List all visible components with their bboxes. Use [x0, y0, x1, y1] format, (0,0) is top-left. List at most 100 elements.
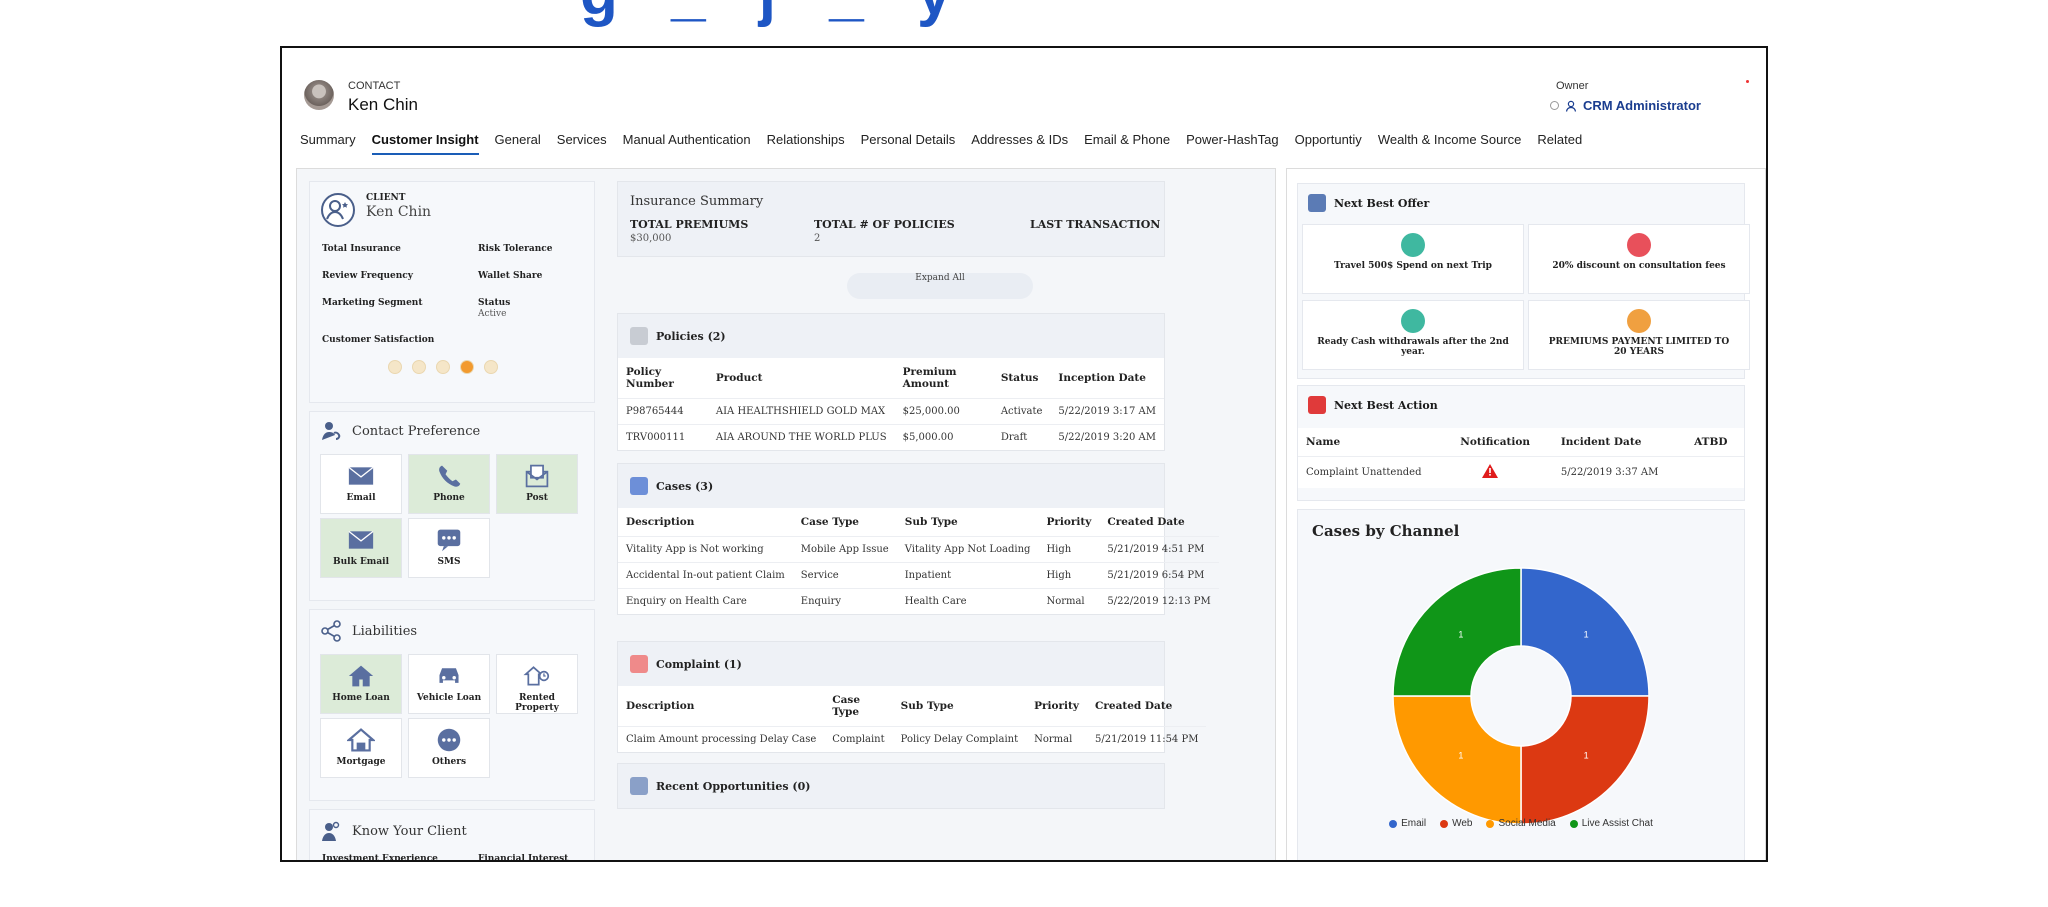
table-cell: Activate	[992, 398, 1051, 425]
complaint-header[interactable]: Complaint (1)	[618, 642, 1164, 686]
complaint-table: Description Case Type Sub Type Priority Crea…	[618, 686, 1207, 752]
offer-card[interactable]: PREMIUMS PAYMENT LIMITED TO 20 YEARS	[1528, 300, 1750, 370]
slice-email[interactable]	[1520, 567, 1650, 697]
table-row[interactable]: Claim Amount processing Delay Case Compla…	[618, 726, 1207, 752]
complaint-icon	[630, 655, 648, 673]
person-search-icon	[322, 821, 340, 841]
opportunities-title: Recent Opportunities (0)	[656, 779, 811, 793]
tab-services[interactable]: Services	[556, 132, 607, 147]
table-row[interactable]: Complaint Unattended 5/22/2019 3:37 AM	[1298, 456, 1744, 488]
tab-email-phone[interactable]: Email & Phone	[1084, 132, 1171, 147]
legend-label: Live Assist Chat	[1581, 818, 1653, 829]
smiley-icon-5[interactable]	[484, 360, 498, 374]
table-cell: High	[1038, 562, 1100, 589]
client-card: CLIENT Ken Chin Total Insurance Risk Tol…	[309, 181, 595, 403]
nba-atbd	[1686, 456, 1744, 488]
financial-interest-label: Financial Interest	[478, 854, 569, 862]
vehicle-loan-icon	[409, 663, 489, 689]
table-row[interactable]: Enquiry on Health Care Enquiry Health Care…	[618, 588, 1219, 614]
column-header: Status	[1000, 372, 1039, 384]
required-marker	[1746, 80, 1749, 83]
table-cell: 5/21/2019 6:54 PM	[1099, 562, 1219, 589]
mortgage-tile[interactable]: Mortgage	[320, 718, 402, 778]
expand-all-button[interactable]: Expand All	[847, 273, 1033, 299]
bulk-email-tile[interactable]: Bulk Email	[320, 518, 402, 578]
legend-item[interactable]: Live Assist Chat	[1569, 818, 1653, 829]
table-cell: Enquiry on Health Care	[618, 588, 793, 614]
chart-title: Cases by Channel	[1312, 522, 1460, 540]
policies-panel: Policies (2) Policy Number Product Premium…	[617, 313, 1165, 451]
column-header: Product	[715, 372, 763, 384]
risk-tolerance-label: Risk Tolerance	[478, 244, 553, 254]
tile-label: SMS	[437, 557, 461, 567]
legend-dot-icon	[1569, 819, 1578, 828]
table-row[interactable]: Accidental In-out patient Claim Service In…	[618, 562, 1219, 589]
radio-icon	[1550, 101, 1559, 110]
rented-property-tile[interactable]: Rented Property	[496, 654, 578, 714]
column-header: Case Type	[832, 694, 861, 718]
tab-wealth-income-source[interactable]: Wealth & Income Source	[1377, 132, 1522, 147]
chart-legend: Email Web Social Media Live Assist Chat	[1298, 818, 1744, 829]
table-cell: Mobile App Issue	[792, 536, 897, 563]
satisfaction-rating[interactable]	[388, 360, 498, 374]
slice-label: 1	[1458, 629, 1463, 639]
nba-col-name: Name	[1306, 436, 1341, 448]
right-column: Next Best Offer Travel 500$ Spend on nex…	[1286, 168, 1766, 860]
opportunities-header[interactable]: Recent Opportunities (0)	[618, 764, 1164, 808]
phone-tile[interactable]: Phone	[408, 454, 490, 514]
tab-opportuntiy[interactable]: Opportuntiy	[1294, 132, 1362, 147]
smiley-icon-1[interactable]	[388, 360, 402, 374]
tab-relationships[interactable]: Relationships	[766, 132, 845, 147]
home-loan-tile[interactable]: Home Loan	[320, 654, 402, 714]
tab-summary[interactable]: Summary	[300, 132, 356, 147]
email-tile[interactable]: Email	[320, 454, 402, 514]
tab-manual-authentication[interactable]: Manual Authentication	[622, 132, 751, 147]
contact-preference-title: Contact Preference	[320, 420, 480, 442]
smiley-icon-3[interactable]	[436, 360, 450, 374]
tile-label: Phone	[433, 493, 465, 503]
vehicle-loan-tile[interactable]: Vehicle Loan	[408, 654, 490, 714]
mortgage-icon	[321, 727, 401, 753]
smiley-icon-4[interactable]	[460, 360, 474, 374]
tab-related[interactable]: Related	[1537, 132, 1583, 147]
table-row[interactable]: P98765444 AIA HEALTHSHIELD GOLD MAX $25,00…	[618, 398, 1164, 425]
owner-link[interactable]: CRM Administrator	[1550, 98, 1701, 113]
offer-card[interactable]: Travel 500$ Spend on next Trip	[1302, 224, 1524, 294]
policies-title: Policies (2)	[656, 329, 726, 343]
phone-icon	[409, 463, 489, 489]
tab-addresses-ids[interactable]: Addresses & IDs	[971, 132, 1069, 147]
table-row[interactable]: TRV000111 AIA AROUND THE WORLD PLUS $5,000…	[618, 424, 1164, 450]
slice-web[interactable]	[1520, 695, 1650, 825]
slice-social-media[interactable]	[1392, 695, 1522, 825]
smiley-icon-2[interactable]	[412, 360, 426, 374]
cases-header[interactable]: Cases (3)	[618, 464, 1164, 508]
offer-card[interactable]: 20% discount on consultation fees	[1528, 224, 1750, 294]
offer-card[interactable]: Ready Cash withdrawals after the 2nd yea…	[1302, 300, 1524, 370]
others-tile[interactable]: Others	[408, 718, 490, 778]
legend-item[interactable]: Web	[1440, 818, 1472, 829]
column-header: Case Type	[800, 516, 859, 528]
tab-power-hashtag[interactable]: Power-HashTag	[1186, 132, 1279, 147]
post-tile[interactable]: Post	[496, 454, 578, 514]
slice-live-assist-chat[interactable]	[1392, 567, 1522, 697]
sms-tile[interactable]: SMS	[408, 518, 490, 578]
table-cell: $5,000.00	[894, 424, 993, 450]
table-cell: Complaint	[824, 726, 893, 752]
tile-label: Email	[346, 493, 376, 503]
crm-window: CONTACT Ken Chin Owner CRM Administrator…	[280, 46, 1768, 862]
table-cell: AIA HEALTHSHIELD GOLD MAX	[707, 398, 895, 425]
legend-item[interactable]: Email	[1389, 818, 1426, 829]
column-header: Sub Type	[904, 516, 958, 528]
tab-customer-insight[interactable]: Customer Insight	[371, 132, 479, 155]
last-transaction-label: LAST TRANSACTION	[1030, 218, 1161, 231]
owner-name: CRM Administrator	[1583, 98, 1701, 113]
legend-item[interactable]: Social Media	[1486, 818, 1556, 829]
total-premiums-label: TOTAL PREMIUMS	[630, 218, 749, 231]
column-header: Description	[626, 700, 695, 712]
tab-general[interactable]: General	[494, 132, 541, 147]
complaint-title: Complaint (1)	[656, 657, 742, 671]
policies-header[interactable]: Policies (2)	[618, 314, 1164, 358]
client-avatar-icon	[321, 193, 355, 227]
tab-personal-details[interactable]: Personal Details	[860, 132, 956, 147]
table-row[interactable]: Vitality App is Not working Mobile App Is…	[618, 536, 1219, 563]
